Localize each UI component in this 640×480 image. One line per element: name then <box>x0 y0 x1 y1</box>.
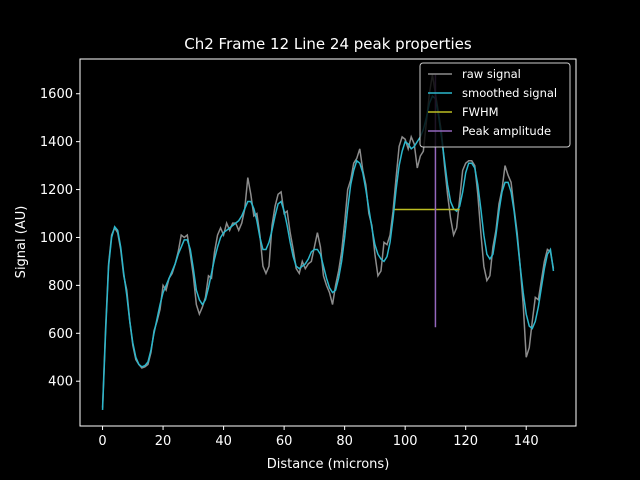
x-tick-label: 140 <box>514 434 539 449</box>
x-tick-label: 120 <box>453 434 478 449</box>
y-tick-label: 1600 <box>40 87 73 102</box>
x-tick-label: 0 <box>98 434 106 449</box>
y-tick-label: 1400 <box>40 135 73 150</box>
legend-label: FWHM <box>462 105 499 119</box>
y-tick-label: 1200 <box>40 183 73 198</box>
x-tick-label: 80 <box>336 434 353 449</box>
x-tick-label: 40 <box>215 434 232 449</box>
axes-frame <box>79 58 577 427</box>
series-line <box>101 94 555 410</box>
x-tick-label: 20 <box>155 434 172 449</box>
y-tick-label: 800 <box>48 279 73 294</box>
chart-title: Ch2 Frame 12 Line 24 peak properties <box>184 35 472 53</box>
y-tick-label: 600 <box>48 327 73 342</box>
legend-box <box>419 62 571 148</box>
x-tick-label: 100 <box>393 434 418 449</box>
x-tick-label: 60 <box>276 434 293 449</box>
x-axis-label: Distance (microns) <box>267 457 390 472</box>
legend-label: smoothed signal <box>462 86 557 100</box>
legend-label: Peak amplitude <box>462 124 551 138</box>
legend-label: raw signal <box>462 67 521 81</box>
y-axis-label: Signal (AU) <box>14 206 29 279</box>
plot-area <box>101 74 555 410</box>
y-tick-label: 1000 <box>40 231 73 246</box>
y-tick-label: 400 <box>48 375 73 390</box>
